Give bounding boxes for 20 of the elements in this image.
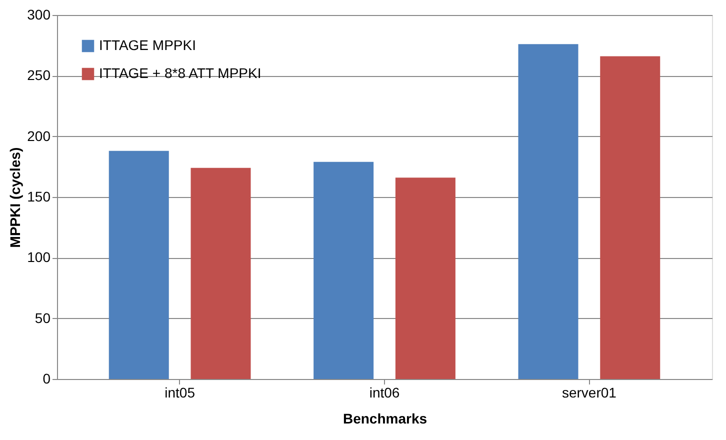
y-tick-label: 200 [27, 128, 51, 144]
legend-label: ITTAGE MPPKI [99, 37, 196, 53]
bar [395, 178, 456, 379]
y-axis-title: MPPKI (cycles) [7, 147, 24, 248]
y-tick-label: 300 [27, 6, 51, 22]
legend-label: ITTAGE + 8*8 ATT MPPKI [99, 65, 262, 81]
y-tick-label: 250 [27, 67, 51, 84]
x-axis-title: Benchmarks [342, 410, 428, 426]
bar [190, 168, 251, 379]
bar [314, 162, 374, 379]
y-tick-label: 0 [42, 370, 51, 386]
y-tick-label: 100 [27, 249, 51, 266]
bar [600, 56, 660, 379]
x-tick-label: server01 [562, 384, 617, 400]
y-tick-label: 150 [27, 188, 51, 204]
x-tick-label: int05 [164, 384, 196, 400]
y-tick-label: 50 [34, 310, 51, 326]
bar [518, 44, 578, 379]
x-tick-label: int06 [369, 384, 400, 400]
bar [108, 150, 169, 379]
